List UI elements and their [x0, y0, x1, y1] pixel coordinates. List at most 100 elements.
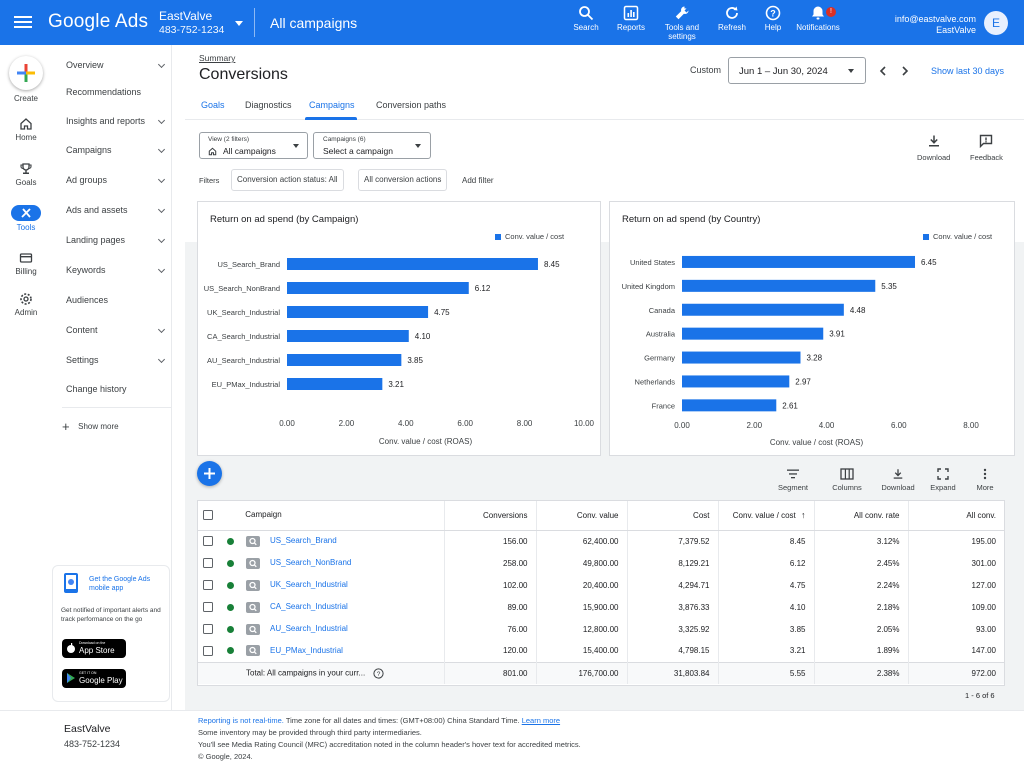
- campaign-dropdown[interactable]: Campaigns (6) Select a campaign: [313, 132, 431, 159]
- menu-icon[interactable]: [14, 13, 32, 31]
- chevron-down-icon[interactable]: [157, 325, 166, 334]
- nav-item-audiences[interactable]: Audiences: [66, 295, 168, 305]
- rail-item-goals[interactable]: Goals: [0, 162, 52, 187]
- view-dropdown[interactable]: View (2 filters) All campaigns: [199, 132, 308, 159]
- chevron-down-icon[interactable]: [157, 205, 166, 214]
- show-more-button[interactable]: + Show more: [62, 419, 164, 434]
- conversions-column-header[interactable]: Conversions: [443, 501, 536, 531]
- nav-item-overview[interactable]: Overview: [66, 60, 168, 70]
- legend-swatch: [495, 234, 501, 241]
- nav-item-ads-and-assets[interactable]: Ads and assets: [66, 205, 168, 215]
- account-switcher[interactable]: EastValve 483-752-1234: [159, 9, 224, 37]
- filter-chip-conversion-status[interactable]: Conversion action status: All: [231, 169, 344, 191]
- notifications-button[interactable]: Notifications !: [795, 5, 841, 32]
- rail-item-home[interactable]: Home: [0, 117, 52, 142]
- more-button[interactable]: More: [972, 468, 998, 492]
- campaign-name-link[interactable]: US_Search_NonBrand: [270, 558, 352, 568]
- campaign-name-link[interactable]: EU_PMax_Industrial: [270, 645, 343, 655]
- chevron-down-icon[interactable]: [157, 116, 166, 125]
- enabled-status-icon[interactable]: [227, 581, 234, 589]
- tab-goals[interactable]: Goals: [201, 100, 225, 110]
- enabled-status-icon[interactable]: [227, 625, 234, 633]
- user-info[interactable]: info@eastvalve.com EastValve: [895, 14, 976, 36]
- roas-column-header[interactable]: Conv. value / cost ↑: [717, 501, 814, 531]
- promo-title[interactable]: Get the Google Ads mobile app: [89, 576, 151, 592]
- chevron-down-icon[interactable]: [157, 175, 166, 184]
- campaign-name-link[interactable]: AU_Search_Industrial: [270, 624, 348, 634]
- nav-item-settings[interactable]: Settings: [66, 355, 168, 365]
- realtime-link[interactable]: Reporting is not real-time.: [198, 716, 284, 725]
- tools-settings-button[interactable]: Tools and settings: [662, 5, 702, 41]
- campaign-column-header[interactable]: Campaign: [198, 501, 444, 531]
- row-checkbox[interactable]: [203, 580, 213, 590]
- avatar[interactable]: E: [984, 11, 1008, 35]
- expand-button[interactable]: Expand: [928, 468, 958, 492]
- chevron-down-icon[interactable]: [235, 21, 243, 26]
- chevron-down-icon[interactable]: [157, 145, 166, 154]
- row-checkbox[interactable]: [203, 602, 213, 612]
- cost-column-header[interactable]: Cost: [626, 501, 718, 531]
- feedback-button[interactable]: Feedback: [970, 134, 1003, 162]
- all-conv-rate-column-header[interactable]: All conv. rate: [813, 501, 908, 531]
- nav-item-ad-groups[interactable]: Ad groups: [66, 175, 168, 185]
- row-checkbox[interactable]: [203, 536, 213, 547]
- table-cell: 62,400.00: [535, 530, 627, 552]
- x-tick-label: 10.00: [574, 419, 595, 428]
- x-tick-label: 4.00: [398, 419, 414, 428]
- table-row: EU_PMax_Industrial 120.00 15,400.00 4,798.1…: [198, 640, 1004, 662]
- chevron-right-icon[interactable]: [900, 66, 910, 76]
- nav-item-landing-pages[interactable]: Landing pages: [66, 235, 168, 245]
- row-checkbox[interactable]: [203, 558, 213, 568]
- row-checkbox[interactable]: [203, 645, 213, 656]
- tab-campaigns[interactable]: Campaigns: [309, 100, 355, 110]
- chevron-down-icon[interactable]: [157, 235, 166, 244]
- help-button[interactable]: ? Help: [762, 5, 784, 32]
- chevron-down-icon[interactable]: [157, 265, 166, 274]
- nav-item-insights-and-reports[interactable]: Insights and reports: [66, 116, 168, 126]
- nav-item-recommendations[interactable]: Recommendations: [66, 87, 168, 97]
- create-button[interactable]: [9, 56, 43, 90]
- breadcrumb[interactable]: Summary: [199, 53, 236, 63]
- reports-button[interactable]: Reports: [615, 5, 647, 32]
- download-button[interactable]: Download: [917, 134, 950, 162]
- all-conv-column-header[interactable]: All conv.: [907, 501, 1004, 531]
- segment-button[interactable]: Segment: [776, 468, 810, 492]
- nav-item-campaigns[interactable]: Campaigns: [66, 145, 168, 155]
- campaign-scope-title[interactable]: All campaigns: [270, 15, 358, 31]
- enabled-status-icon[interactable]: [227, 647, 234, 655]
- app-store-badge[interactable]: Download on the App Store: [62, 639, 126, 658]
- add-filter-button[interactable]: Add filter: [462, 176, 494, 185]
- search-button[interactable]: Search: [573, 5, 599, 32]
- campaign-name-link[interactable]: US_Search_Brand: [270, 536, 337, 546]
- chevron-down-icon[interactable]: [157, 60, 166, 69]
- rail-item-tools[interactable]: Tools: [0, 205, 52, 232]
- tab-conversion-paths[interactable]: Conversion paths: [376, 100, 447, 110]
- row-checkbox[interactable]: [203, 624, 213, 634]
- campaign-name-link[interactable]: CA_Search_Industrial: [270, 602, 348, 612]
- filter-chip-conversion-actions[interactable]: All conversion actions: [358, 169, 448, 191]
- chevron-down-icon[interactable]: [157, 355, 166, 364]
- enabled-status-icon[interactable]: [227, 559, 234, 567]
- rail-item-admin[interactable]: Admin: [0, 292, 52, 317]
- enabled-status-icon[interactable]: [227, 603, 234, 611]
- nav-item-content[interactable]: Content: [66, 325, 168, 335]
- conv-value-column-header[interactable]: Conv. value: [535, 501, 627, 531]
- tab-diagnostics[interactable]: Diagnostics: [245, 100, 292, 110]
- columns-button[interactable]: Columns: [830, 468, 864, 492]
- google-play-badge[interactable]: GET IT ON Google Play: [62, 669, 126, 688]
- nav-item-change-history[interactable]: Change history: [66, 384, 168, 394]
- table-download-button[interactable]: Download: [880, 468, 916, 492]
- show-last-30-days-link[interactable]: Show last 30 days: [931, 66, 1005, 76]
- add-fab-button[interactable]: [197, 461, 222, 486]
- learn-more-link[interactable]: Learn more: [521, 716, 561, 725]
- chevron-left-icon[interactable]: [878, 66, 888, 76]
- enabled-status-icon[interactable]: [227, 537, 234, 545]
- date-range-picker[interactable]: Jun 1 – Jun 30, 2024: [728, 57, 866, 84]
- rail-item-billing[interactable]: Billing: [0, 251, 52, 276]
- refresh-button[interactable]: Refresh: [717, 5, 747, 32]
- campaign-name-link[interactable]: UK_Search_Industrial: [270, 580, 348, 590]
- google-ads-logo[interactable]: Google Ads: [48, 11, 149, 32]
- help-icon[interactable]: ?: [373, 668, 384, 679]
- nav-item-keywords[interactable]: Keywords: [66, 265, 168, 275]
- select-all-checkbox[interactable]: [203, 510, 213, 521]
